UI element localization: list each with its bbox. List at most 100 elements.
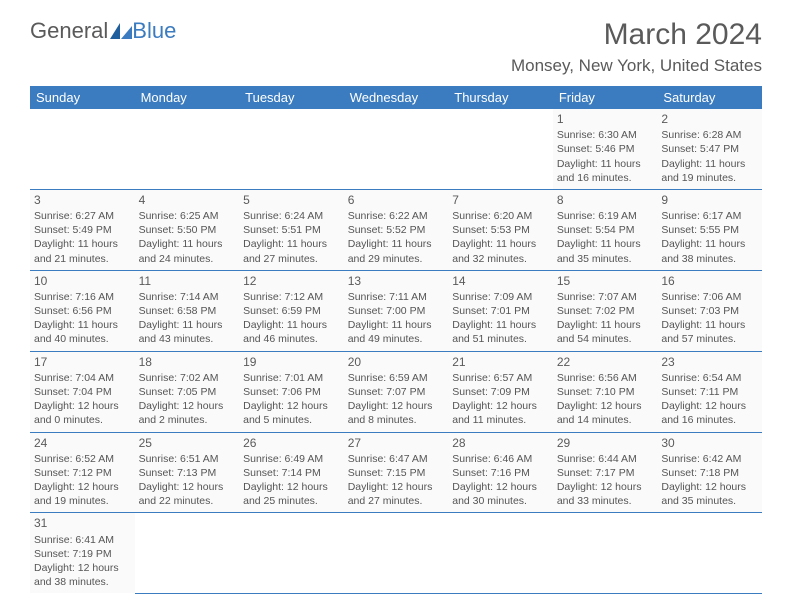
sunrise-line: Sunrise: 6:52 AM — [34, 452, 131, 466]
sunset-line: Sunset: 5:46 PM — [557, 142, 654, 156]
sunrise-line: Sunrise: 7:16 AM — [34, 290, 131, 304]
sunset-line: Sunset: 7:11 PM — [661, 385, 758, 399]
sunset-line: Sunset: 5:51 PM — [243, 223, 340, 237]
daylight-line: Daylight: 11 hours and 21 minutes. — [34, 237, 131, 265]
day-number: 18 — [139, 354, 236, 370]
calendar-cell: 4Sunrise: 6:25 AMSunset: 5:50 PMDaylight… — [135, 189, 240, 270]
sunrise-line: Sunrise: 7:09 AM — [452, 290, 549, 304]
calendar-cell-empty — [553, 513, 658, 593]
calendar-cell: 12Sunrise: 7:12 AMSunset: 6:59 PMDayligh… — [239, 270, 344, 351]
calendar-cell: 31Sunrise: 6:41 AMSunset: 7:19 PMDayligh… — [30, 513, 135, 593]
calendar-cell-empty — [657, 513, 762, 593]
sunrise-line: Sunrise: 6:17 AM — [661, 209, 758, 223]
calendar-cell: 5Sunrise: 6:24 AMSunset: 5:51 PMDaylight… — [239, 189, 344, 270]
sunrise-line: Sunrise: 6:24 AM — [243, 209, 340, 223]
sunrise-line: Sunrise: 7:11 AM — [348, 290, 445, 304]
sunset-line: Sunset: 7:02 PM — [557, 304, 654, 318]
calendar-cell: 26Sunrise: 6:49 AMSunset: 7:14 PMDayligh… — [239, 432, 344, 513]
sunrise-line: Sunrise: 7:06 AM — [661, 290, 758, 304]
calendar-row: 1Sunrise: 6:30 AMSunset: 5:46 PMDaylight… — [30, 109, 762, 189]
calendar-cell: 3Sunrise: 6:27 AMSunset: 5:49 PMDaylight… — [30, 189, 135, 270]
weekday-header-row: SundayMondayTuesdayWednesdayThursdayFrid… — [30, 86, 762, 109]
calendar-row: 31Sunrise: 6:41 AMSunset: 7:19 PMDayligh… — [30, 513, 762, 593]
sunrise-line: Sunrise: 6:46 AM — [452, 452, 549, 466]
calendar-cell: 6Sunrise: 6:22 AMSunset: 5:52 PMDaylight… — [344, 189, 449, 270]
day-number: 17 — [34, 354, 131, 370]
logo: General Blue — [30, 18, 176, 44]
daylight-line: Daylight: 11 hours and 27 minutes. — [243, 237, 340, 265]
sunrise-line: Sunrise: 6:49 AM — [243, 452, 340, 466]
sunset-line: Sunset: 7:12 PM — [34, 466, 131, 480]
sunset-line: Sunset: 7:15 PM — [348, 466, 445, 480]
sunrise-line: Sunrise: 6:27 AM — [34, 209, 131, 223]
calendar-cell: 9Sunrise: 6:17 AMSunset: 5:55 PMDaylight… — [657, 189, 762, 270]
sunset-line: Sunset: 5:49 PM — [34, 223, 131, 237]
daylight-line: Daylight: 11 hours and 29 minutes. — [348, 237, 445, 265]
daylight-line: Daylight: 12 hours and 38 minutes. — [34, 561, 131, 589]
day-number: 14 — [452, 273, 549, 289]
calendar-cell: 27Sunrise: 6:47 AMSunset: 7:15 PMDayligh… — [344, 432, 449, 513]
sunrise-line: Sunrise: 7:14 AM — [139, 290, 236, 304]
sunset-line: Sunset: 6:59 PM — [243, 304, 340, 318]
weekday-header: Monday — [135, 86, 240, 109]
sunrise-line: Sunrise: 6:51 AM — [139, 452, 236, 466]
sunrise-line: Sunrise: 6:19 AM — [557, 209, 654, 223]
daylight-line: Daylight: 11 hours and 35 minutes. — [557, 237, 654, 265]
sunrise-line: Sunrise: 6:22 AM — [348, 209, 445, 223]
weekday-header: Wednesday — [344, 86, 449, 109]
calendar-cell: 13Sunrise: 7:11 AMSunset: 7:00 PMDayligh… — [344, 270, 449, 351]
day-number: 15 — [557, 273, 654, 289]
weekday-header: Sunday — [30, 86, 135, 109]
calendar-cell: 28Sunrise: 6:46 AMSunset: 7:16 PMDayligh… — [448, 432, 553, 513]
sunrise-line: Sunrise: 6:59 AM — [348, 371, 445, 385]
calendar-cell: 7Sunrise: 6:20 AMSunset: 5:53 PMDaylight… — [448, 189, 553, 270]
sunset-line: Sunset: 6:56 PM — [34, 304, 131, 318]
calendar-cell: 20Sunrise: 6:59 AMSunset: 7:07 PMDayligh… — [344, 351, 449, 432]
calendar-cell-empty — [239, 109, 344, 189]
weekday-header: Tuesday — [239, 86, 344, 109]
sunrise-line: Sunrise: 6:41 AM — [34, 533, 131, 547]
calendar-cell: 16Sunrise: 7:06 AMSunset: 7:03 PMDayligh… — [657, 270, 762, 351]
day-number: 25 — [139, 435, 236, 451]
sunrise-line: Sunrise: 6:30 AM — [557, 128, 654, 142]
day-number: 7 — [452, 192, 549, 208]
daylight-line: Daylight: 12 hours and 5 minutes. — [243, 399, 340, 427]
location-text: Monsey, New York, United States — [30, 56, 762, 76]
calendar-table: SundayMondayTuesdayWednesdayThursdayFrid… — [30, 86, 762, 594]
daylight-line: Daylight: 11 hours and 19 minutes. — [661, 157, 758, 185]
sunrise-line: Sunrise: 6:56 AM — [557, 371, 654, 385]
sunrise-line: Sunrise: 6:47 AM — [348, 452, 445, 466]
calendar-cell-empty — [344, 513, 449, 593]
daylight-line: Daylight: 12 hours and 16 minutes. — [661, 399, 758, 427]
calendar-cell-empty — [135, 513, 240, 593]
sunrise-line: Sunrise: 6:20 AM — [452, 209, 549, 223]
day-number: 27 — [348, 435, 445, 451]
day-number: 20 — [348, 354, 445, 370]
daylight-line: Daylight: 11 hours and 16 minutes. — [557, 157, 654, 185]
day-number: 13 — [348, 273, 445, 289]
daylight-line: Daylight: 12 hours and 27 minutes. — [348, 480, 445, 508]
day-number: 23 — [661, 354, 758, 370]
daylight-line: Daylight: 12 hours and 33 minutes. — [557, 480, 654, 508]
daylight-line: Daylight: 11 hours and 57 minutes. — [661, 318, 758, 346]
daylight-line: Daylight: 11 hours and 51 minutes. — [452, 318, 549, 346]
day-number: 5 — [243, 192, 340, 208]
daylight-line: Daylight: 11 hours and 38 minutes. — [661, 237, 758, 265]
calendar-cell: 10Sunrise: 7:16 AMSunset: 6:56 PMDayligh… — [30, 270, 135, 351]
sunrise-line: Sunrise: 7:04 AM — [34, 371, 131, 385]
calendar-cell-empty — [239, 513, 344, 593]
daylight-line: Daylight: 11 hours and 32 minutes. — [452, 237, 549, 265]
calendar-cell: 2Sunrise: 6:28 AMSunset: 5:47 PMDaylight… — [657, 109, 762, 189]
day-number: 10 — [34, 273, 131, 289]
sunset-line: Sunset: 5:50 PM — [139, 223, 236, 237]
calendar-cell: 15Sunrise: 7:07 AMSunset: 7:02 PMDayligh… — [553, 270, 658, 351]
sunset-line: Sunset: 7:09 PM — [452, 385, 549, 399]
sunrise-line: Sunrise: 6:28 AM — [661, 128, 758, 142]
calendar-cell-empty — [344, 109, 449, 189]
sunrise-line: Sunrise: 7:01 AM — [243, 371, 340, 385]
day-number: 26 — [243, 435, 340, 451]
sunset-line: Sunset: 7:10 PM — [557, 385, 654, 399]
sunset-line: Sunset: 7:05 PM — [139, 385, 236, 399]
day-number: 1 — [557, 111, 654, 127]
sunrise-line: Sunrise: 7:07 AM — [557, 290, 654, 304]
